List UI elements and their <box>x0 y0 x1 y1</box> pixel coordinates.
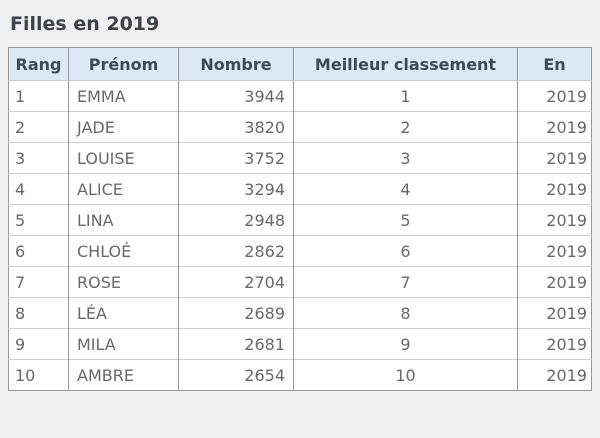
cell-meilleur-classement: 9 <box>293 328 518 360</box>
cell-prenom: ALICE <box>68 173 179 205</box>
cell-en: 2019 <box>517 111 592 143</box>
cell-rang: 10 <box>8 359 69 391</box>
column-header-prenom: Prénom <box>68 47 179 81</box>
column-header-rang: Rang <box>8 47 69 81</box>
cell-rang: 7 <box>8 266 69 298</box>
cell-en: 2019 <box>517 297 592 329</box>
column-header-en: En <box>517 47 592 81</box>
cell-prenom: LINA <box>68 204 179 236</box>
table-row: 9 MILA 2681 9 2019 <box>8 328 592 360</box>
table-row: 8 LÉA 2689 8 2019 <box>8 297 592 329</box>
cell-rang: 3 <box>8 142 69 174</box>
cell-en: 2019 <box>517 359 592 391</box>
table-row: 10 AMBRE 2654 10 2019 <box>8 359 592 391</box>
table-row: 4 ALICE 3294 4 2019 <box>8 173 592 205</box>
cell-en: 2019 <box>517 173 592 205</box>
cell-nombre: 2681 <box>178 328 294 360</box>
cell-rang: 2 <box>8 111 69 143</box>
cell-nombre: 2654 <box>178 359 294 391</box>
table-row: 7 ROSE 2704 7 2019 <box>8 266 592 298</box>
cell-en: 2019 <box>517 328 592 360</box>
cell-nombre: 3294 <box>178 173 294 205</box>
cell-en: 2019 <box>517 80 592 112</box>
cell-nombre: 2704 <box>178 266 294 298</box>
column-header-meilleur-classement: Meilleur classement <box>293 47 518 81</box>
cell-meilleur-classement: 6 <box>293 235 518 267</box>
cell-meilleur-classement: 7 <box>293 266 518 298</box>
cell-prenom: CHLOÉ <box>68 235 179 267</box>
cell-prenom: LÉA <box>68 297 179 329</box>
table-row: 5 LINA 2948 5 2019 <box>8 204 592 236</box>
cell-meilleur-classement: 4 <box>293 173 518 205</box>
cell-nombre: 3752 <box>178 142 294 174</box>
page-title: Filles en 2019 <box>10 13 160 35</box>
cell-meilleur-classement: 5 <box>293 204 518 236</box>
cell-meilleur-classement: 8 <box>293 297 518 329</box>
cell-nombre: 2948 <box>178 204 294 236</box>
cell-prenom: JADE <box>68 111 179 143</box>
cell-rang: 6 <box>8 235 69 267</box>
table-row: 2 JADE 3820 2 2019 <box>8 111 592 143</box>
cell-prenom: AMBRE <box>68 359 179 391</box>
cell-meilleur-classement: 3 <box>293 142 518 174</box>
cell-rang: 8 <box>8 297 69 329</box>
cell-en: 2019 <box>517 142 592 174</box>
cell-en: 2019 <box>517 235 592 267</box>
cell-rang: 5 <box>8 204 69 236</box>
column-header-nombre: Nombre <box>178 47 294 81</box>
header-row: Rang Prénom Nombre Meilleur classement E… <box>8 47 592 81</box>
cell-rang: 4 <box>8 173 69 205</box>
cell-meilleur-classement: 2 <box>293 111 518 143</box>
cell-nombre: 3820 <box>178 111 294 143</box>
table-row: 3 LOUISE 3752 3 2019 <box>8 142 592 174</box>
cell-meilleur-classement: 1 <box>293 80 518 112</box>
table-row: 1 EMMA 3944 1 2019 <box>9 80 592 112</box>
cell-nombre: 3944 <box>178 80 294 112</box>
table-row: 6 CHLOÉ 2862 6 2019 <box>8 235 592 267</box>
cell-prenom: ROSE <box>68 266 179 298</box>
cell-rang: 1 <box>15 86 26 106</box>
cell-prenom: MILA <box>68 328 179 360</box>
cell-nombre: 2862 <box>178 235 294 267</box>
page: Filles en 2019 Rang Prénom Nombre Meille… <box>8 13 592 391</box>
cell-rang: 9 <box>8 328 69 360</box>
girls-names-2019-table: Rang Prénom Nombre Meilleur classement E… <box>8 47 592 391</box>
cell-prenom: LOUISE <box>68 142 179 174</box>
cell-en: 2019 <box>517 204 592 236</box>
cell-en: 2019 <box>517 266 592 298</box>
cell-meilleur-classement: 10 <box>293 359 518 391</box>
cell-nombre: 2689 <box>178 297 294 329</box>
cell-prenom: EMMA <box>68 80 179 112</box>
